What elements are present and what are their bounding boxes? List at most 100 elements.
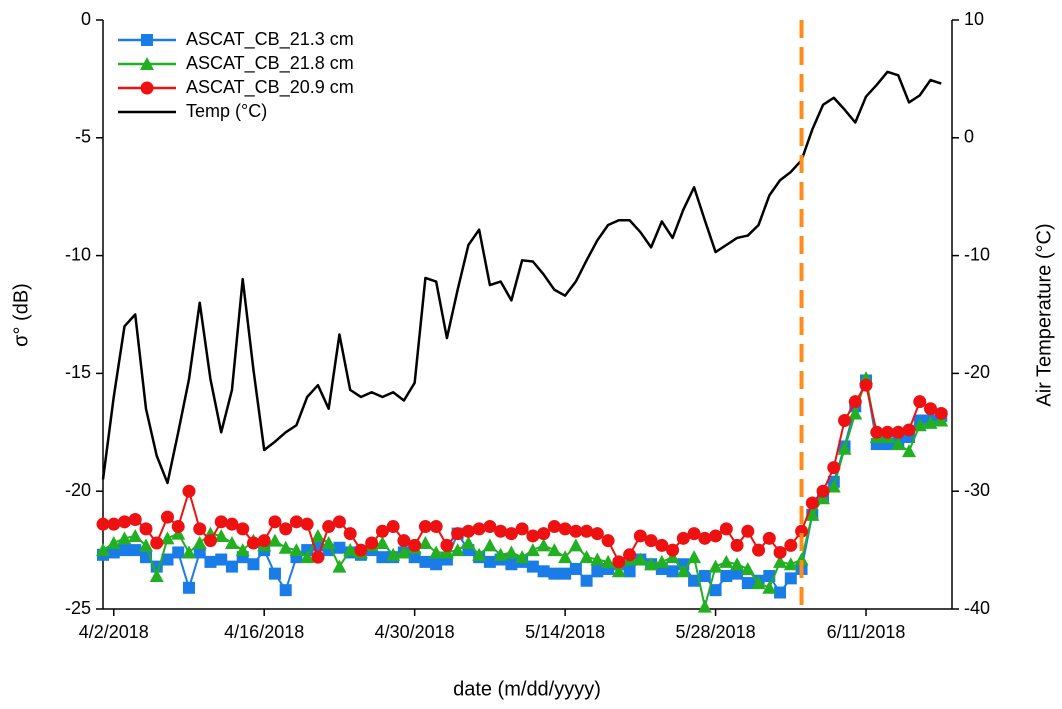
data-point	[117, 531, 132, 545]
data-point	[826, 479, 841, 493]
data-point	[193, 522, 207, 536]
data-point	[310, 528, 325, 542]
data-point	[720, 570, 733, 583]
legend-label: Temp (°C)	[186, 101, 267, 121]
data-point	[751, 576, 766, 590]
data-point	[837, 441, 852, 455]
y-tick-label: -25	[65, 598, 91, 618]
data-point	[321, 536, 336, 550]
x-tick-label: 6/11/2018	[827, 622, 906, 642]
data-point	[215, 553, 228, 566]
data-point	[505, 558, 518, 571]
data-point	[235, 543, 250, 557]
data-point	[525, 543, 540, 557]
data-point	[783, 557, 798, 571]
data-point	[590, 527, 604, 541]
data-point	[655, 538, 669, 552]
data-point	[665, 550, 680, 564]
data-point	[96, 543, 110, 557]
data-point	[633, 529, 647, 543]
data-point	[483, 520, 497, 534]
data-point	[214, 515, 228, 529]
data-point	[279, 584, 292, 597]
data-point	[934, 406, 948, 420]
data-point	[214, 528, 229, 542]
data-point	[267, 533, 282, 547]
data-point	[558, 550, 573, 564]
data-point	[611, 564, 626, 578]
data-point	[740, 561, 755, 575]
data-point	[859, 378, 873, 392]
data-point	[881, 425, 895, 439]
data-point	[891, 425, 905, 439]
data-point	[430, 558, 443, 571]
data-point	[784, 538, 798, 552]
data-point	[902, 444, 917, 458]
data-point	[397, 534, 411, 548]
legend-marker	[140, 81, 154, 95]
data-point	[731, 567, 744, 580]
data-point	[934, 413, 949, 427]
data-point	[698, 570, 711, 583]
x-tick-label: 5/28/2018	[676, 622, 756, 642]
data-point	[150, 536, 164, 550]
data-point	[687, 550, 702, 564]
data-point	[278, 540, 293, 554]
data-point	[537, 527, 551, 541]
data-point	[472, 547, 487, 561]
data-point	[461, 536, 476, 550]
data-point	[687, 527, 701, 541]
data-point	[623, 565, 636, 578]
data-point	[923, 415, 938, 429]
data-point	[536, 538, 551, 552]
data-point	[429, 545, 444, 559]
data-point	[160, 531, 175, 545]
data-point	[912, 418, 927, 432]
x-axis-label: date (m/dd/yyyy)	[453, 678, 601, 700]
legend-label: ASCAT_CB_21.8 cm	[186, 53, 354, 74]
data-point	[709, 529, 723, 543]
data-point	[96, 517, 110, 531]
data-point	[795, 524, 809, 538]
data-point	[547, 543, 562, 557]
data-point	[805, 507, 820, 521]
data-point	[236, 522, 250, 536]
data-point	[504, 527, 518, 541]
data-point	[386, 547, 401, 561]
data-point	[440, 538, 454, 552]
data-point	[601, 534, 615, 548]
data-point	[138, 538, 153, 552]
data-point	[225, 517, 239, 531]
legend-marker	[141, 34, 153, 46]
data-point	[107, 546, 120, 559]
data-point	[332, 515, 346, 529]
data-point	[482, 538, 497, 552]
data-point	[784, 572, 797, 585]
data-point	[408, 538, 422, 552]
data-point	[590, 552, 605, 566]
data-point	[117, 515, 131, 529]
data-point	[386, 520, 400, 534]
data-point	[827, 461, 841, 475]
data-point	[515, 522, 529, 536]
data-point	[472, 522, 486, 536]
data-point	[580, 524, 594, 538]
data-point	[924, 402, 938, 416]
data-point	[644, 534, 658, 548]
data-point	[419, 555, 432, 568]
data-point	[128, 512, 142, 526]
data-point	[289, 515, 303, 529]
data-point	[730, 557, 745, 571]
data-point	[107, 517, 121, 531]
data-point	[149, 569, 164, 583]
data-point	[128, 528, 143, 542]
data-point	[204, 555, 217, 568]
data-point	[311, 550, 325, 564]
data-point	[526, 560, 539, 573]
data-point	[568, 538, 583, 552]
data-point	[548, 567, 561, 580]
data-point	[569, 524, 583, 538]
data-point	[719, 522, 733, 536]
data-point	[794, 552, 809, 566]
data-point	[375, 524, 389, 538]
